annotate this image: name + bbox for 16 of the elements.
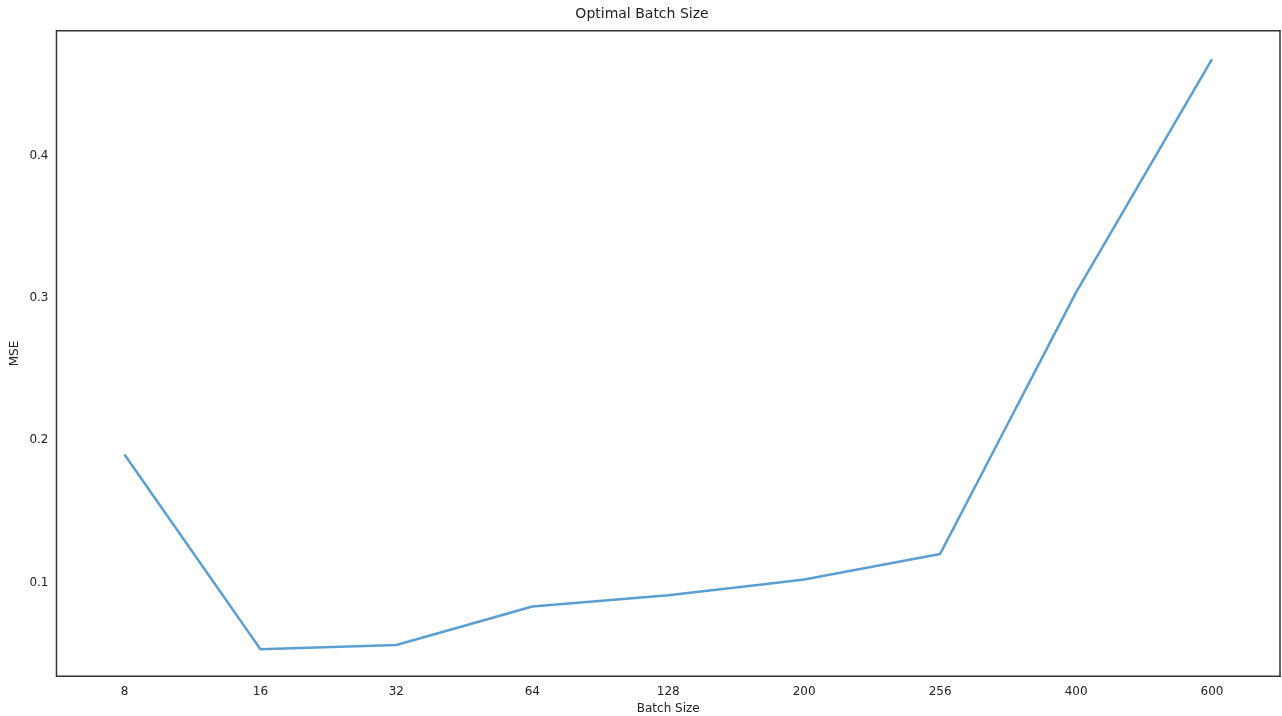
- x-axis-title: Batch Size: [636, 700, 700, 715]
- x-tick-label: 8: [120, 683, 129, 698]
- y-tick-label: 0.4: [29, 148, 49, 163]
- x-tick-label: 128: [656, 683, 680, 698]
- chart-title: Optimal Batch Size: [575, 5, 709, 22]
- x-tick-label: 64: [524, 683, 540, 698]
- x-tick-label: 600: [1200, 683, 1224, 698]
- y-tick-label: 0.3: [29, 290, 49, 305]
- x-tick-label: 400: [1064, 683, 1088, 698]
- x-tick-label: 32: [388, 683, 404, 698]
- x-tick-label: 16: [252, 683, 269, 698]
- y-tick-label: 0.2: [29, 432, 49, 447]
- y-tick-label: 0.1: [29, 574, 49, 589]
- x-tick-label: 200: [792, 683, 816, 698]
- y-axis-title: MSE: [7, 340, 22, 367]
- x-tick-label: 256: [928, 683, 952, 698]
